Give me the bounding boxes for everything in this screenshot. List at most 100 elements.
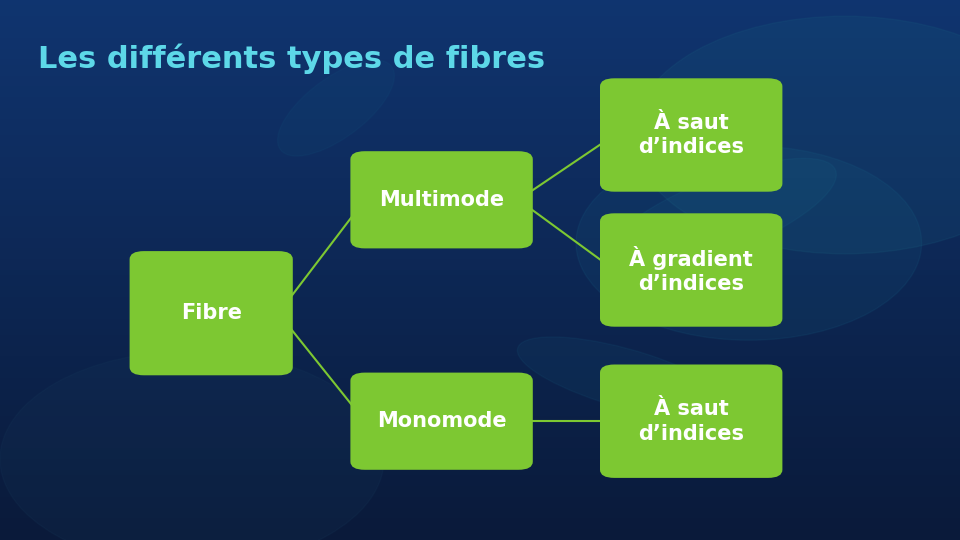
- Bar: [0, 238, 960, 243]
- Bar: [0, 167, 960, 173]
- Bar: [0, 178, 960, 184]
- Bar: [0, 113, 960, 119]
- Bar: [0, 502, 960, 508]
- Bar: [0, 65, 960, 70]
- Bar: [0, 351, 960, 356]
- Bar: [0, 432, 960, 437]
- Bar: [0, 216, 960, 221]
- Bar: [0, 535, 960, 540]
- Bar: [0, 367, 960, 373]
- Bar: [0, 135, 960, 140]
- Bar: [0, 356, 960, 362]
- Bar: [0, 38, 960, 43]
- Bar: [0, 443, 960, 448]
- Ellipse shape: [277, 60, 395, 156]
- Bar: [0, 281, 960, 286]
- Bar: [0, 140, 960, 146]
- Bar: [0, 11, 960, 16]
- Bar: [0, 470, 960, 475]
- Bar: [0, 184, 960, 189]
- Bar: [0, 405, 960, 410]
- Bar: [0, 475, 960, 481]
- Bar: [0, 259, 960, 265]
- Bar: [0, 292, 960, 297]
- Bar: [0, 162, 960, 167]
- Bar: [0, 513, 960, 518]
- Bar: [0, 130, 960, 135]
- Bar: [0, 383, 960, 389]
- Text: Fibre: Fibre: [180, 303, 242, 323]
- Bar: [0, 157, 960, 162]
- Text: Monomode: Monomode: [376, 411, 507, 431]
- Bar: [0, 27, 960, 32]
- Bar: [0, 81, 960, 86]
- Bar: [0, 518, 960, 524]
- Bar: [0, 389, 960, 394]
- FancyBboxPatch shape: [600, 364, 782, 478]
- Circle shape: [0, 351, 384, 540]
- FancyBboxPatch shape: [600, 78, 782, 192]
- Bar: [0, 54, 960, 59]
- Bar: [0, 49, 960, 54]
- Bar: [0, 486, 960, 491]
- Bar: [0, 103, 960, 108]
- Bar: [0, 329, 960, 335]
- Ellipse shape: [517, 337, 731, 419]
- Ellipse shape: [604, 158, 836, 274]
- Bar: [0, 346, 960, 351]
- Bar: [0, 491, 960, 497]
- Bar: [0, 16, 960, 22]
- Bar: [0, 76, 960, 81]
- Bar: [0, 211, 960, 216]
- Bar: [0, 270, 960, 275]
- Bar: [0, 454, 960, 459]
- Circle shape: [634, 16, 960, 254]
- Bar: [0, 324, 960, 329]
- Bar: [0, 146, 960, 151]
- Bar: [0, 151, 960, 157]
- Bar: [0, 254, 960, 259]
- Bar: [0, 5, 960, 11]
- Bar: [0, 508, 960, 513]
- Bar: [0, 448, 960, 454]
- Circle shape: [576, 146, 922, 340]
- Bar: [0, 205, 960, 211]
- Bar: [0, 119, 960, 124]
- Text: Les différents types de fibres: Les différents types de fibres: [38, 43, 545, 73]
- FancyBboxPatch shape: [350, 373, 533, 470]
- Bar: [0, 297, 960, 302]
- Bar: [0, 248, 960, 254]
- Bar: [0, 232, 960, 238]
- Text: À saut
d’indices: À saut d’indices: [638, 399, 744, 443]
- Bar: [0, 362, 960, 367]
- Bar: [0, 227, 960, 232]
- Bar: [0, 378, 960, 383]
- Bar: [0, 86, 960, 92]
- Text: Multimode: Multimode: [379, 190, 504, 210]
- Bar: [0, 173, 960, 178]
- Bar: [0, 459, 960, 464]
- Bar: [0, 286, 960, 292]
- Bar: [0, 497, 960, 502]
- Bar: [0, 416, 960, 421]
- Bar: [0, 394, 960, 400]
- Bar: [0, 43, 960, 49]
- Bar: [0, 481, 960, 486]
- Bar: [0, 32, 960, 38]
- Bar: [0, 400, 960, 405]
- Bar: [0, 194, 960, 200]
- Bar: [0, 302, 960, 308]
- Bar: [0, 427, 960, 432]
- Bar: [0, 221, 960, 227]
- Bar: [0, 410, 960, 416]
- Bar: [0, 70, 960, 76]
- Bar: [0, 313, 960, 319]
- Bar: [0, 319, 960, 324]
- Bar: [0, 108, 960, 113]
- Bar: [0, 421, 960, 427]
- Bar: [0, 92, 960, 97]
- Bar: [0, 200, 960, 205]
- Bar: [0, 243, 960, 248]
- Bar: [0, 22, 960, 27]
- Bar: [0, 265, 960, 270]
